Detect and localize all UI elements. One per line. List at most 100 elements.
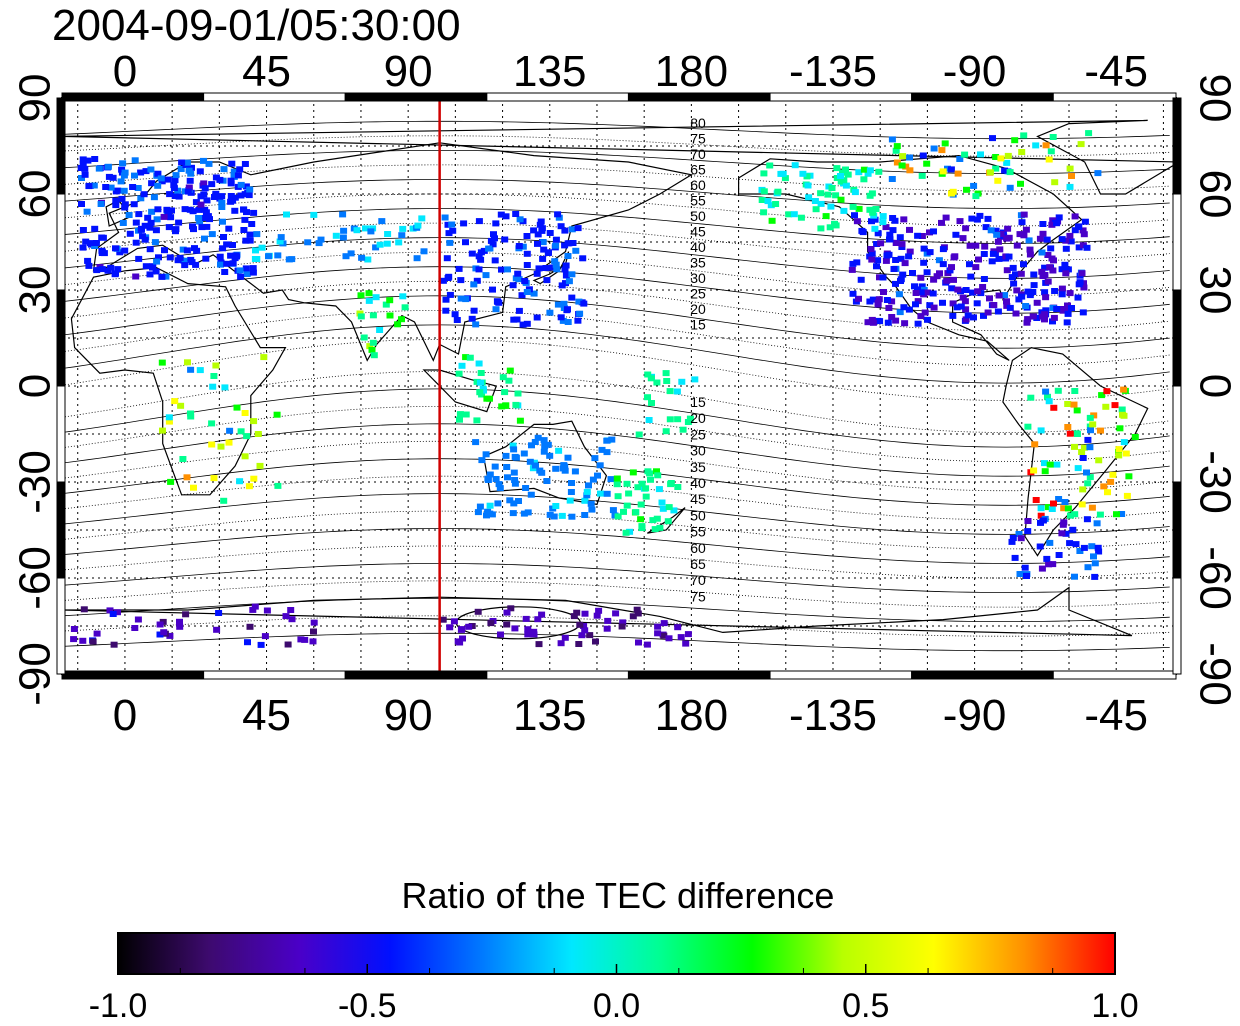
tec-cell [1064,505,1072,512]
contour-label: 80 [690,115,706,131]
tec-cell [227,252,235,259]
tec-cell [1011,137,1019,144]
tec-cell [225,439,233,446]
tec-cell [477,249,485,256]
tec-cell [166,254,174,261]
tec-cell [1074,294,1082,301]
tec-cell [884,319,892,326]
tec-cell [664,518,672,525]
tec-cell [212,362,220,369]
tec-cell [383,240,391,247]
tec-cell [509,510,517,517]
contour-label: 15 [690,394,706,410]
tec-cell [892,280,899,287]
tec-cell [540,437,548,444]
tec-cell [146,271,154,278]
tec-cell [91,225,99,232]
tec-cell [494,500,502,507]
tec-cell [95,165,103,172]
tec-cell [112,188,120,195]
tec-cell [456,411,464,418]
tec-cell [1120,439,1128,446]
tec-cell [546,511,554,518]
tec-cell [592,638,599,645]
tec-cell [1055,552,1063,558]
tec-cell [768,217,776,224]
tec-cell [297,636,305,643]
tec-cell [181,206,189,213]
tec-cell [150,194,158,201]
tec-cell [1024,423,1032,430]
tec-cell [649,517,657,524]
tec-cell [171,177,179,184]
tec-cell [505,377,513,384]
tec-cell [1001,167,1009,174]
tec-cell [482,451,490,458]
tec-cell [1048,506,1056,512]
contour-line [62,150,1170,174]
tec-cell [1062,270,1070,277]
tec-cell [832,192,840,199]
tec-cell [112,202,120,209]
tec-cell [1066,165,1074,172]
tec-cell [591,455,599,462]
tec-cell [658,499,666,506]
tec-cell [947,166,955,173]
tec-cell [637,501,645,508]
tec-cell [926,302,934,309]
tec-cell [920,259,928,266]
tec-cell [179,246,187,253]
tec-cell [453,317,461,323]
tec-cell [506,367,514,374]
tec-cell [129,184,137,190]
tec-cell [462,411,470,418]
lat-tick-label: 90 [11,74,60,123]
tec-cell [360,334,368,341]
tec-cell [183,247,191,254]
tec-cell [679,426,687,433]
tec-cell [997,155,1005,162]
coastline [62,119,1176,195]
tec-cell [477,370,485,376]
lat-axis-bar [1172,385,1182,483]
tec-cell [451,311,459,318]
tec-cell [154,206,162,213]
lon-tick-label: 180 [655,691,728,740]
tec-cell [868,190,876,197]
tec-cell [1032,142,1040,149]
tec-cell [1023,573,1030,579]
tec-cell [1046,539,1054,546]
tec-cell [986,169,994,176]
tec-cell [923,269,931,276]
tec-cell [634,610,642,617]
tec-cell [603,437,611,444]
tec-cell [919,152,927,159]
contour-label: 75 [690,131,706,147]
tec-cell [502,213,510,220]
tec-cell [674,416,682,423]
tec-cell [1013,242,1021,249]
tec-cell [220,234,227,240]
lon-tick-label: -135 [789,47,877,96]
tec-cell [1064,302,1071,309]
tec-cell [253,231,261,238]
tec-cell [1123,492,1131,499]
tec-cell [990,302,998,308]
tec-cell [401,304,409,311]
tec-cell [153,216,161,223]
tec-cell [633,606,641,613]
coastline [70,266,287,496]
tec-cell [1064,424,1072,430]
tec-cell [923,160,931,167]
tec-cell [1078,501,1086,508]
tec-cell [229,242,236,248]
tec-cell [523,262,531,268]
tec-cell [80,606,88,613]
tec-cell [532,462,539,469]
tec-cell [256,462,264,469]
tec-cell [1113,511,1120,518]
tec-cell [1050,257,1057,264]
tec-cell [623,502,631,509]
tec-cell [190,226,197,233]
tec-cell [571,468,579,475]
